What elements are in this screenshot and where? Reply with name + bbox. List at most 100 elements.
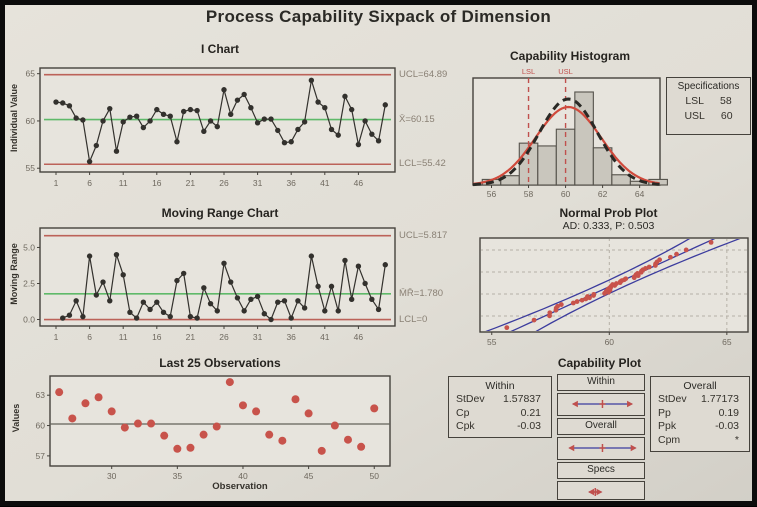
within-cp-value: 0.21	[520, 406, 541, 419]
within-stdev-value: 1.57837	[503, 393, 541, 405]
spec-usl-row: USL 60	[667, 109, 750, 124]
interval-specs	[587, 488, 602, 496]
histogram-canvas: LSL USL 56 58 60 62 64	[472, 67, 668, 199]
svg-text:55: 55	[26, 163, 36, 173]
svg-text:16: 16	[152, 178, 162, 188]
svg-text:21: 21	[186, 178, 196, 188]
svg-text:2.5: 2.5	[23, 278, 35, 288]
normal-curve	[472, 105, 660, 185]
svg-text:1: 1	[54, 178, 59, 188]
capability-plot-title: Capability Plot	[557, 356, 642, 370]
svg-text:62: 62	[598, 189, 608, 199]
spec-lsl-label: LSL	[685, 95, 704, 107]
overall-ppk-row: Ppk -0.03	[651, 420, 749, 434]
svg-text:26: 26	[219, 332, 229, 340]
svg-text:60: 60	[36, 421, 46, 431]
svg-text:63: 63	[36, 390, 46, 400]
overall-pp-row: Pp 0.19	[651, 407, 749, 421]
page-title: Process Capability Sixpack of Dimension	[205, 7, 552, 26]
last25-xlabel: Observation	[212, 481, 268, 492]
prob-plot-canvas: 55 60 65	[479, 237, 749, 346]
svg-text:58: 58	[524, 189, 534, 199]
within-stats-box: Within StDev 1.57837 Cp 0.21 Cpk -0.03	[448, 376, 552, 438]
i-chart-title: I Chart	[200, 42, 239, 56]
svg-text:26: 26	[219, 178, 229, 188]
svg-text:60: 60	[26, 116, 36, 126]
svg-text:56: 56	[487, 189, 497, 199]
overall-cpm-label: Cpm	[658, 433, 681, 446]
within-cpk-row: Cpk -0.03	[449, 420, 551, 434]
prob-plot-axis-ticks: 55 60 65	[487, 332, 732, 346]
spec-lsl-row: LSL 58	[667, 94, 750, 109]
svg-text:65: 65	[722, 337, 732, 346]
svg-mr-axis-ticks: 5.02.50.01 6 11 16 21 26 31 36 41 46	[23, 242, 363, 340]
within-cpk-label: Cpk	[456, 420, 475, 432]
within-cpk-value: -0.03	[517, 420, 541, 432]
svg-text:55: 55	[487, 337, 497, 346]
overall-stdev-label: StDev	[658, 393, 687, 405]
svg-text:35: 35	[173, 471, 183, 481]
mr-chart-ucl-label: UCL=5.817	[399, 230, 448, 241]
svg-text:31: 31	[253, 178, 263, 188]
svg-text:0.0: 0.0	[23, 315, 35, 325]
mr-chart-canvas: 5.02.50.01 6 11 16 21 26 31 36 41 46	[23, 227, 396, 340]
overall-ppk-label: Ppk	[658, 420, 677, 432]
overall-ppk-value: -0.03	[715, 420, 739, 432]
svg-ichart-series	[53, 77, 388, 165]
svg-text:60: 60	[561, 189, 571, 199]
within-stdev-label: StDev	[456, 393, 485, 405]
interval-cell-specs	[557, 481, 645, 500]
i-chart-ucl-label: UCL=64.89	[399, 69, 448, 80]
within-cp-row: Cp 0.21	[449, 407, 551, 421]
interval-header-within: Within	[557, 374, 645, 391]
i-chart-lcl-label: LCL=55.42	[399, 158, 446, 169]
last25-axis-ticks: 63 60 57 30 35 40 45 50	[36, 390, 380, 481]
svg-text:45: 45	[304, 471, 314, 481]
interval-svg-within	[571, 400, 633, 408]
svg-text:LSL: LSL	[522, 67, 535, 76]
spec-usl-label: USL	[684, 110, 705, 122]
mr-chart-title: Moving Range Chart	[161, 206, 279, 220]
svg-text:11: 11	[119, 332, 128, 340]
svg-mr-series	[60, 251, 388, 323]
overall-stdev-value: 1.77173	[701, 393, 739, 405]
overall-stdev-row: StDev 1.77173	[651, 393, 749, 407]
svg-text:46: 46	[354, 178, 364, 188]
interval-cell-overall	[557, 437, 645, 460]
svg-text:65: 65	[26, 69, 36, 79]
svg-text:64: 64	[635, 189, 645, 199]
prob-plot-title: Normal Prob Plot	[559, 206, 658, 220]
spec-limit-lines: LSL USL	[522, 67, 573, 185]
svg-text:31: 31	[253, 332, 263, 340]
within-cp-label: Cp	[456, 406, 470, 419]
svg-text:46: 46	[354, 332, 364, 340]
i-chart-center-label: X̄=60.15	[399, 114, 435, 125]
specifications-title: Specifications	[677, 81, 740, 92]
overall-pp-value: 0.19	[718, 406, 739, 419]
interval-header-specs: Specs	[557, 462, 645, 479]
mr-chart-center-label: M̄R̄=1.780	[399, 288, 444, 299]
interval-header-overall: Overall	[557, 418, 645, 435]
overall-stats-box: Overall StDev 1.77173 Pp 0.19 Ppk -0.03 …	[650, 376, 750, 452]
svg-text:16: 16	[152, 332, 162, 340]
last25-canvas: 63 60 57 30 35 40 45 50	[36, 375, 391, 481]
svg-text:11: 11	[119, 178, 128, 188]
svg-text:USL: USL	[558, 67, 573, 76]
interval-overall	[567, 444, 637, 452]
svg-text:57: 57	[36, 451, 46, 461]
interval-within	[571, 400, 633, 408]
mr-chart-lcl-label: LCL=0	[399, 314, 428, 325]
spec-usl-value: 60	[720, 110, 733, 122]
histogram-title: Capability Histogram	[509, 49, 631, 63]
spec-lsl-value: 58	[720, 95, 732, 107]
overall-stats-title: Overall	[683, 380, 717, 392]
svg-text:36: 36	[286, 332, 296, 340]
svg-text:50: 50	[370, 471, 380, 481]
overall-pp-label: Pp	[658, 406, 671, 419]
svg-text:41: 41	[320, 332, 330, 340]
normal-curve	[472, 97, 660, 187]
svg-text:40: 40	[238, 471, 248, 481]
